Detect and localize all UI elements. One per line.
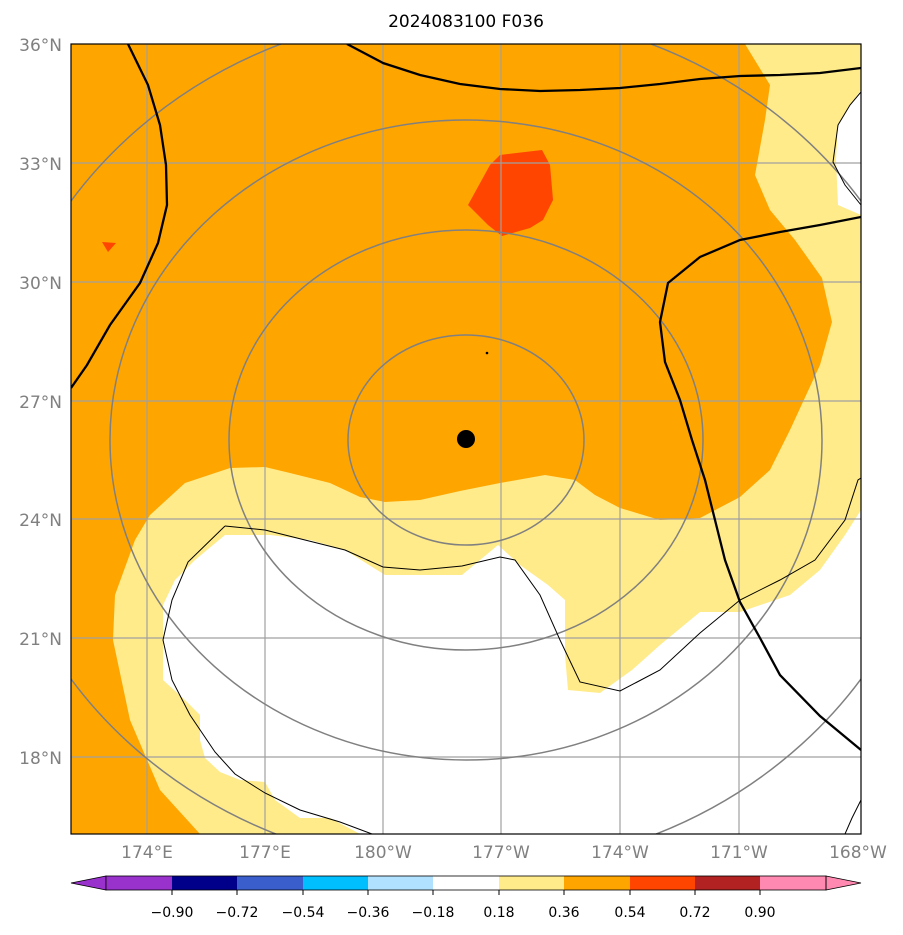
colorbar-extend-high <box>825 875 862 891</box>
colorbar-tick-label: −0.72 <box>216 905 259 921</box>
colorbar-tick-label: 0.54 <box>614 905 645 921</box>
colorbar-tick-label: 0.72 <box>679 905 710 921</box>
lat-label: 18°N <box>19 749 62 769</box>
lat-label: 27°N <box>19 393 62 413</box>
contour-thin-south-2 <box>162 525 373 834</box>
colorbar-tick-label: 0.18 <box>483 905 514 921</box>
field-white-south <box>163 510 861 834</box>
map-frame <box>70 43 862 835</box>
contour-thin-ne <box>832 91 861 206</box>
lon-label: 168°W <box>829 843 887 863</box>
colorbar-segment <box>237 876 303 890</box>
lat-label: 30°N <box>19 274 62 294</box>
colorbar: −0.90 −0.72 −0.54 −0.36 −0.18 0.18 0.36 … <box>70 875 862 921</box>
lat-label: 33°N <box>19 155 62 175</box>
lon-label: 177°W <box>472 843 530 863</box>
colorbar-tick-label: −0.54 <box>282 905 325 921</box>
colorbar-segment <box>564 876 630 890</box>
map-title: 2024083100 F036 <box>388 12 544 32</box>
contour-thin-south <box>224 477 861 692</box>
lat-label: 21°N <box>19 630 62 650</box>
colorbar-segment <box>695 876 760 890</box>
colorbar-tick-label: −0.36 <box>347 905 390 921</box>
colorbar-segment <box>106 876 172 890</box>
field-red-blob <box>468 150 553 236</box>
contour-thin-se <box>844 799 861 834</box>
colorbar-segment <box>172 876 237 890</box>
thick-contours <box>71 44 861 751</box>
colorbar-tick-label: −0.90 <box>151 905 194 921</box>
graticule <box>71 44 861 834</box>
colorbar-segment <box>303 876 368 890</box>
storm-center-marker <box>457 430 475 448</box>
field-white-ne <box>836 90 861 215</box>
lat-label: 24°N <box>19 511 62 531</box>
lat-labels: 36°N 33°N 30°N 27°N 24°N 21°N 18°N <box>19 36 62 769</box>
colorbar-tick-label: −0.18 <box>412 905 455 921</box>
lat-label: 36°N <box>19 36 62 56</box>
colorbar-frame <box>105 875 827 891</box>
lon-label: 177°E <box>239 843 291 863</box>
minor-dot <box>485 351 489 355</box>
lon-label: 180°W <box>354 843 412 863</box>
lon-label: 174°W <box>591 843 649 863</box>
field-red-dot <box>102 242 116 252</box>
colorbar-labels: −0.90 −0.72 −0.54 −0.36 −0.18 0.18 0.36 … <box>151 905 776 921</box>
colorbar-segment <box>760 876 826 890</box>
colorbar-segment <box>499 876 564 890</box>
lon-label: 174°E <box>121 843 173 863</box>
colorbar-tick-label: 0.90 <box>744 905 775 921</box>
colorbar-segment <box>368 876 433 890</box>
colorbar-ticks <box>171 890 761 895</box>
colorbar-segment <box>433 876 499 890</box>
colorbar-extend-low <box>70 875 107 891</box>
lon-labels: 174°E 177°E 180°W 177°W 174°W 171°W 168°… <box>121 843 887 863</box>
colorbar-segment <box>630 876 695 890</box>
colorbar-tick-label: 0.36 <box>548 905 579 921</box>
lon-label: 171°W <box>710 843 768 863</box>
